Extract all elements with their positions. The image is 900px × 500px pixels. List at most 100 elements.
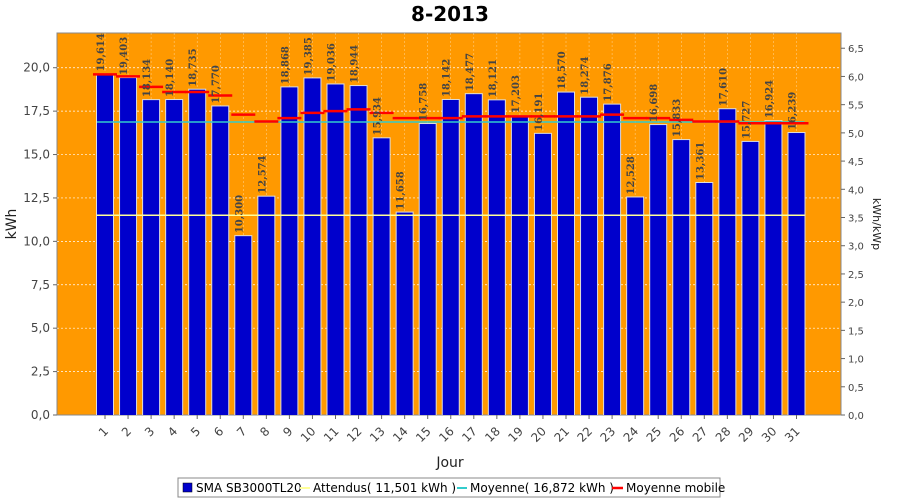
bar-value-label: 16,191 (534, 93, 545, 131)
bar (534, 133, 551, 415)
legend-box (177, 477, 721, 498)
x-tick-label: 21 (551, 424, 572, 445)
bar-value-label: 18,868 (280, 46, 291, 84)
legend: SMA SB3000TL20 Attendus( 11,501 kWh ) Mo… (177, 477, 725, 498)
y-tick-label: 5,0 (31, 321, 50, 335)
x-tick-label: 16 (436, 424, 457, 445)
bar-value-label: 19,036 (327, 43, 338, 81)
x-tick-label: 11 (321, 424, 342, 445)
y-tick-label: 12,5 (23, 191, 50, 205)
bar-value-label: 17,770 (211, 65, 222, 103)
y2-tick-label: 0,5 (848, 383, 864, 394)
y-tick-label: 0,0 (31, 408, 50, 422)
bar (650, 125, 667, 415)
moving-average-series (93, 73, 809, 125)
bar-value-label: 12,574 (257, 155, 268, 193)
y2-tick-label: 3,0 (848, 242, 864, 253)
value-labels: 19,614 19,403 18,134 18,140 18,735 17,770 10,3… (96, 33, 799, 233)
bar (212, 106, 229, 415)
bar-value-label: 19,403 (119, 37, 130, 75)
x-tick-label: 2 (119, 424, 134, 439)
bar (488, 100, 505, 415)
bar-value-label: 18,944 (350, 45, 361, 83)
bar-value-label: 15,727 (741, 101, 752, 139)
bar-value-label: 18,274 (580, 56, 591, 94)
x-tick-label: 12 (344, 424, 365, 445)
y2-tick-label: 4,5 (848, 157, 864, 168)
x-tick-label: 5 (188, 424, 203, 439)
bar (97, 74, 113, 416)
bar (120, 78, 137, 416)
bar (788, 133, 805, 415)
bar-value-label: 18,140 (165, 59, 176, 97)
y2-tick-label: 4,0 (848, 185, 864, 196)
y2-tick-label: 1,0 (848, 355, 864, 366)
x-tick-label: 17 (459, 424, 480, 445)
y-axis-left: 0,0 2,5 5,0 7,5 10,0 12,5 15,0 17,5 20,0 (23, 61, 57, 422)
bar-value-label: 18,134 (142, 59, 153, 97)
bar (696, 183, 713, 415)
x-tick-label: 25 (644, 424, 665, 445)
bar-value-label: 17,203 (511, 75, 522, 113)
y-axis-label: kWh (4, 209, 20, 240)
bar-value-label: 18,142 (442, 59, 453, 97)
bar (143, 100, 160, 416)
x-tick-label: 4 (165, 424, 180, 439)
bar (327, 84, 344, 415)
x-tick-label: 24 (621, 424, 642, 445)
bar-value-label: 16,758 (419, 83, 430, 121)
bar (511, 116, 528, 415)
bar-value-label: 18,570 (557, 51, 568, 89)
bar (604, 104, 621, 415)
x-tick-label: 20 (528, 424, 549, 445)
bar-value-label: 18,477 (465, 53, 476, 91)
y-tick-label: 15,0 (23, 148, 50, 162)
bar-value-label: 11,658 (396, 171, 407, 209)
bar (304, 78, 321, 415)
y2-tick-label: 5,0 (848, 129, 864, 140)
x-tick-label: 9 (280, 424, 295, 439)
x-tick-label: 29 (736, 424, 757, 445)
y-tick-label: 10,0 (23, 234, 50, 248)
bar (719, 109, 736, 415)
x-tick-label: 13 (367, 424, 388, 445)
bar (396, 212, 413, 415)
reference-lines (97, 121, 805, 217)
bar-value-label: 16,239 (788, 92, 799, 130)
bar (258, 196, 275, 415)
x-axis: 1 2 3 4 5 6 7 8 9 10 11 12 13 14 15 16 17 18 19 20 21 22 23 24 2… (96, 415, 803, 445)
x-tick-label: 15 (413, 424, 434, 445)
bar-value-label: 16,698 (649, 84, 660, 122)
x-tick-label: 22 (574, 424, 595, 445)
y2-tick-label: 1,5 (848, 326, 864, 337)
x-tick-label: 19 (505, 424, 526, 445)
bar-value-label: 12,528 (626, 156, 637, 194)
x-tick-label: 1 (96, 424, 111, 439)
bar-value-label: 10,300 (234, 195, 245, 233)
legend-label-average: Moyenne( 16,872 kWh ) (470, 481, 614, 495)
x-axis-label: Jour (435, 455, 464, 471)
bar (235, 236, 252, 415)
legend-label-bar: SMA SB3000TL20 (196, 481, 302, 495)
bar-value-label: 17,610 (718, 68, 729, 106)
bar-value-label: 15,833 (672, 99, 683, 137)
x-tick-label: 31 (782, 424, 803, 445)
bar (465, 94, 482, 415)
y-tick-label: 7,5 (31, 278, 50, 292)
x-tick-label: 6 (211, 424, 226, 439)
bar (281, 87, 298, 416)
y2-axis-label: kWh/kWp (870, 198, 883, 250)
bar (419, 124, 436, 416)
legend-label-expected: Attendus( 11,501 kWh ) (313, 481, 456, 495)
bar-value-label: 17,876 (603, 63, 614, 101)
x-tick-label: 27 (690, 424, 711, 445)
x-tick-label: 8 (257, 424, 272, 439)
y-tick-label: 17,5 (23, 104, 50, 118)
bar (673, 140, 690, 415)
x-tick-label: 10 (298, 424, 319, 445)
bar (558, 92, 574, 415)
y-axis-right: 0,0 0,5 1,0 1,5 2,0 2,5 3,0 3,5 4,0 4,5 5,0 5,5 6,0 6… (841, 44, 864, 422)
y2-tick-label: 6,5 (848, 44, 864, 55)
y-tick-label: 2,5 (31, 365, 50, 379)
